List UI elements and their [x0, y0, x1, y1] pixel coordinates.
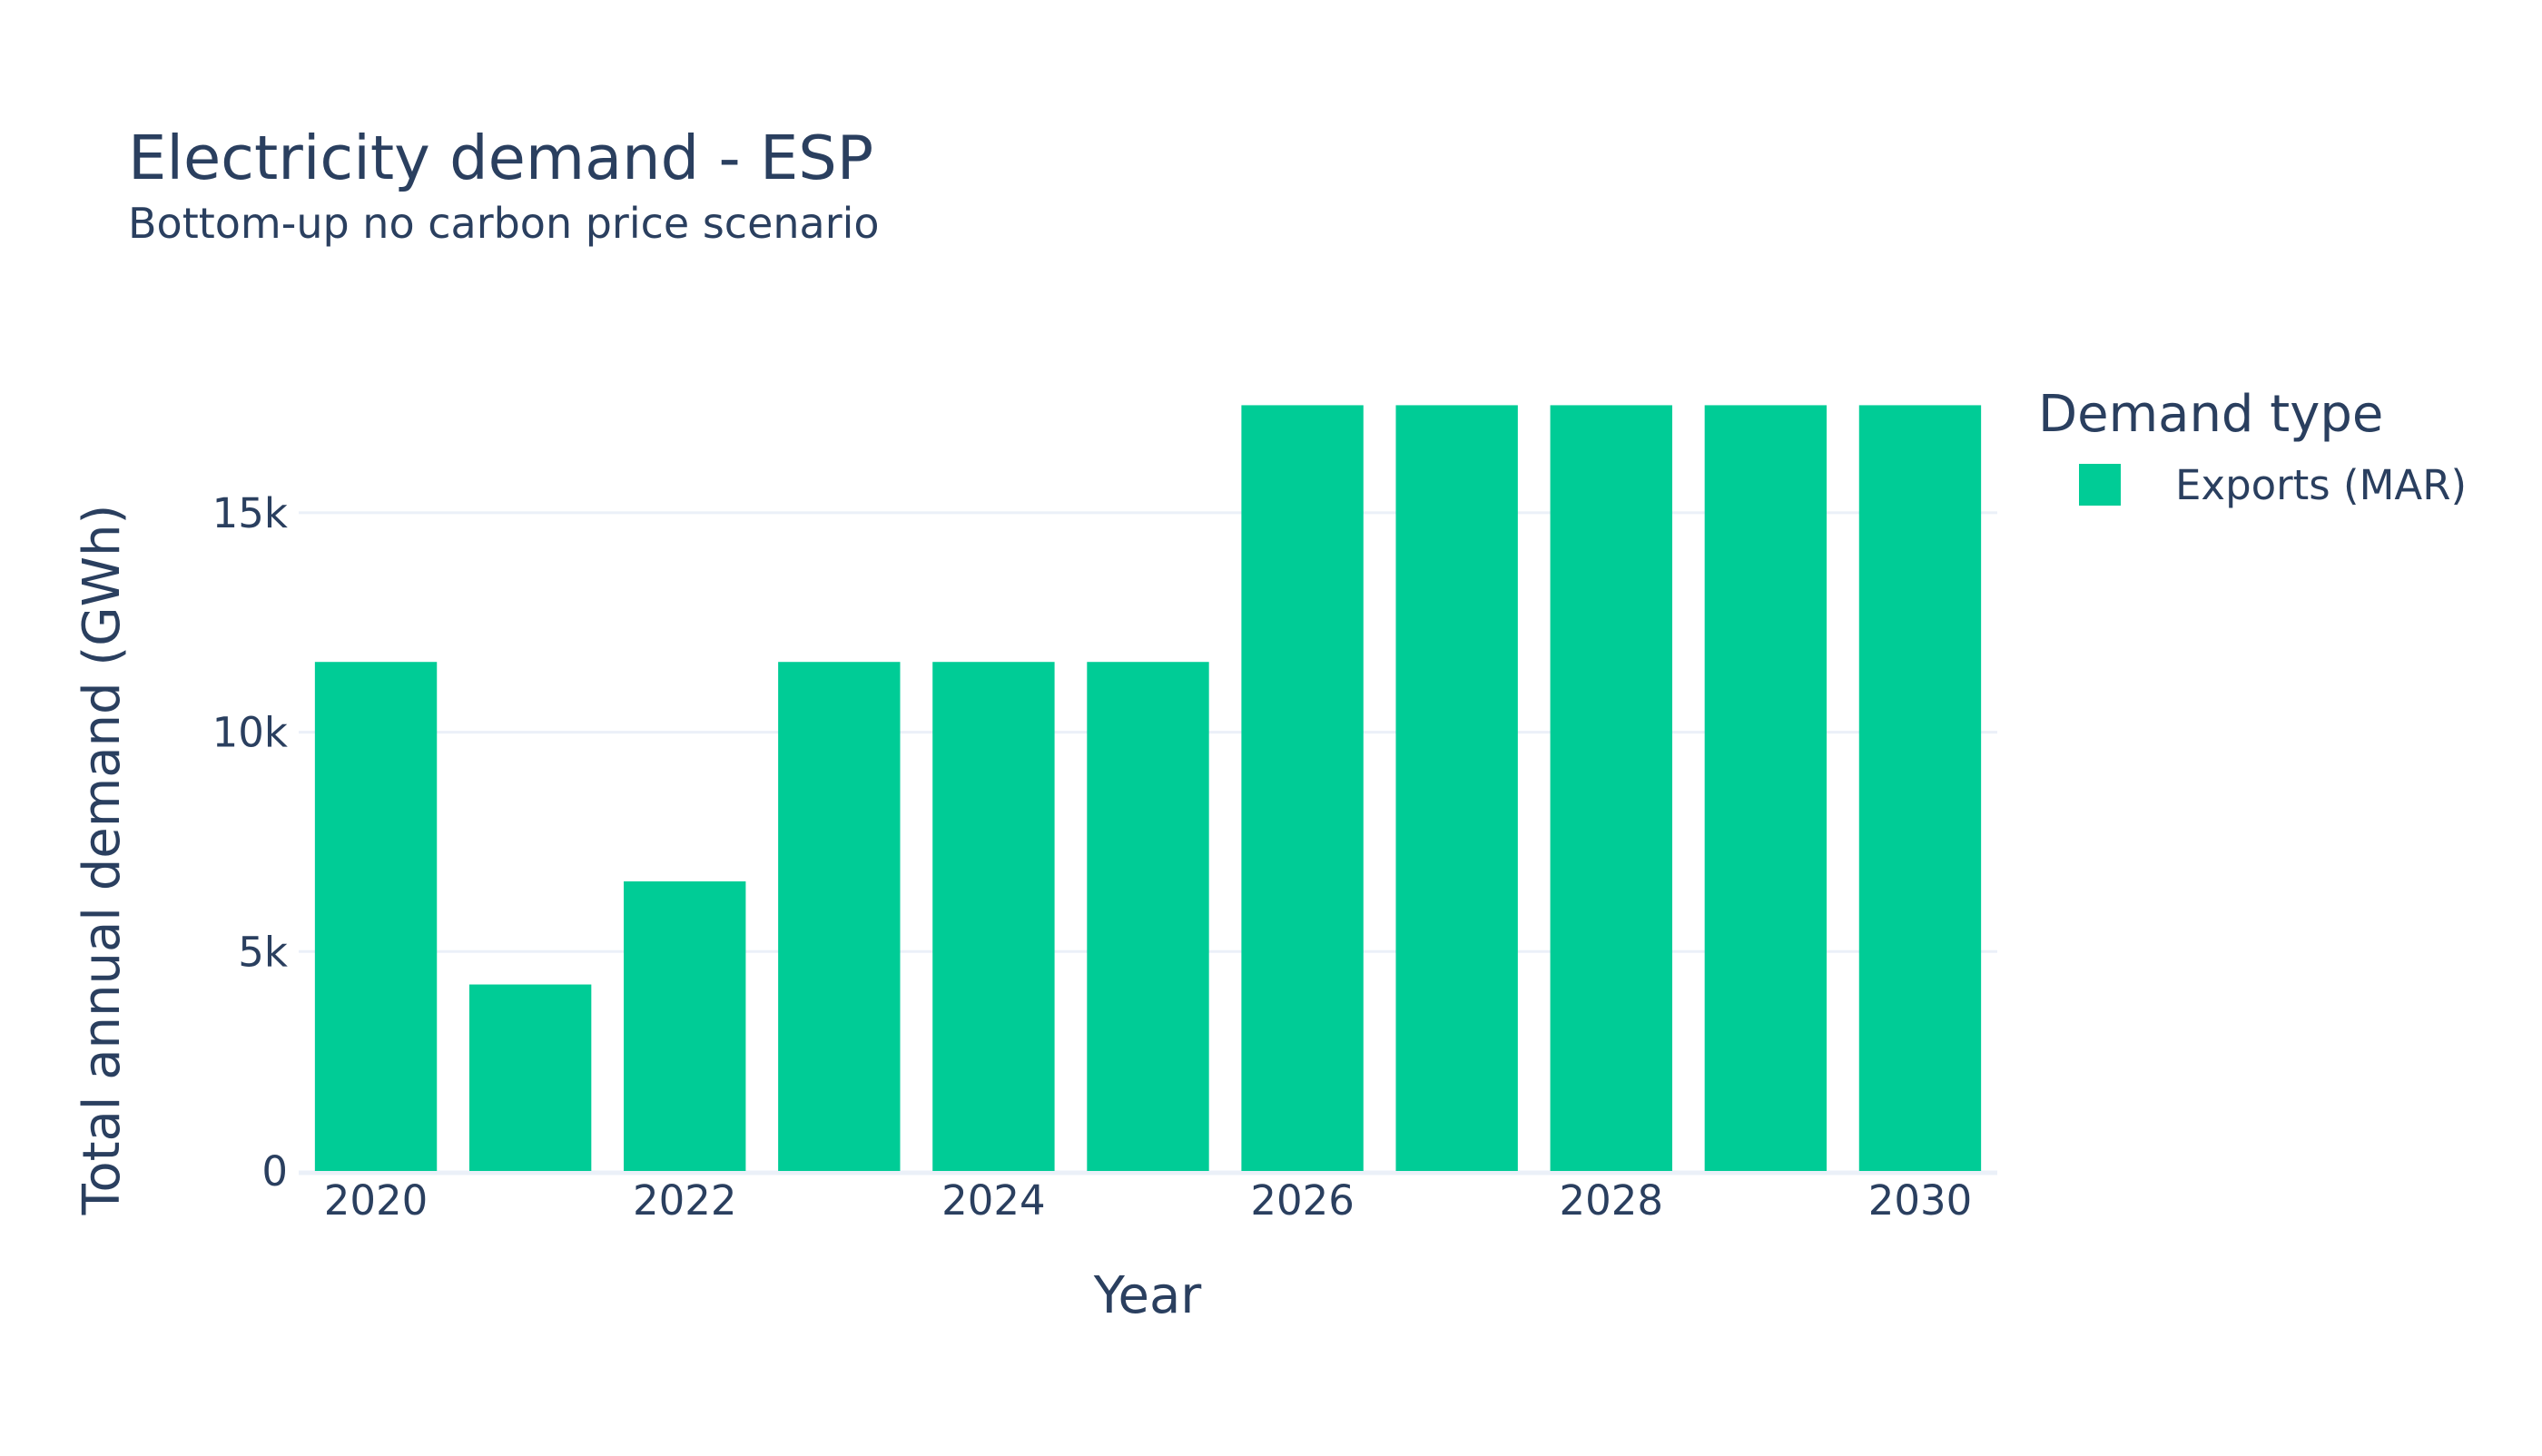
- y-tick-label: 10k: [212, 709, 288, 757]
- y-tick-label: 5k: [238, 928, 288, 976]
- chart-subtitle: Bottom-up no carbon price scenario: [128, 199, 880, 248]
- bar: [314, 662, 438, 1171]
- bar: [1087, 662, 1209, 1171]
- x-tick-label: 2022: [633, 1176, 737, 1225]
- legend-item-label: Exports (MAR): [2175, 461, 2467, 509]
- legend-title: Demand type: [2038, 385, 2383, 444]
- y-tick-label: 0: [261, 1147, 288, 1195]
- x-axis-ticks: 2020 2022 2024 2026 2028 2030: [324, 1176, 1972, 1225]
- bar: [468, 984, 592, 1171]
- x-tick-label: 2020: [324, 1176, 429, 1225]
- chart-title: Electricity demand - ESP: [128, 123, 873, 193]
- x-tick-label: 2026: [1250, 1176, 1355, 1225]
- x-axis-label: Year: [1093, 1266, 1203, 1325]
- bar: [932, 662, 1055, 1171]
- bar: [1704, 405, 1828, 1172]
- legend: Demand type Exports (MAR): [2038, 385, 2467, 509]
- x-tick-label: 2030: [1868, 1176, 1973, 1225]
- bar: [624, 880, 746, 1171]
- x-tick-label: 2024: [941, 1176, 1046, 1225]
- x-tick-label: 2028: [1560, 1176, 1664, 1225]
- y-axis-label: Total annual demand (GWh): [73, 505, 132, 1216]
- bar: [1395, 405, 1518, 1172]
- bar: [778, 662, 901, 1171]
- y-tick-label: 15k: [212, 489, 288, 537]
- bar: [1550, 405, 1672, 1172]
- bars: [314, 405, 1982, 1172]
- legend-items: Exports (MAR): [2079, 461, 2467, 509]
- bar: [1858, 405, 1982, 1172]
- y-axis-ticks: 0 5k 10k 15k: [212, 489, 288, 1195]
- legend-swatch: [2079, 464, 2121, 506]
- bar: [1241, 405, 1364, 1172]
